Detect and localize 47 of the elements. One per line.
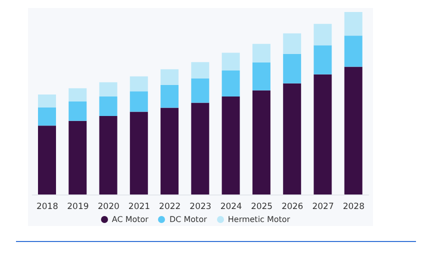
- bar: [99, 82, 118, 97]
- bar: [314, 74, 332, 195]
- bar: [130, 76, 148, 92]
- x-tick-label: 2018: [36, 202, 58, 212]
- legend-label: DC Motor: [169, 215, 207, 224]
- bar: [283, 54, 302, 84]
- bar: [252, 62, 270, 90]
- bar: [68, 101, 87, 121]
- x-tick-label: 2022: [159, 202, 181, 212]
- bar: [38, 126, 56, 195]
- x-tick-label: 2021: [128, 202, 150, 212]
- x-tick-label: 2027: [312, 202, 334, 212]
- bar: [99, 116, 118, 195]
- bar: [191, 78, 210, 103]
- bar: [38, 107, 56, 126]
- bar: [222, 96, 240, 195]
- bar: [344, 36, 362, 67]
- bar: [68, 88, 87, 102]
- x-tick-label: 2025: [250, 202, 273, 212]
- bar: [160, 108, 179, 195]
- bar: [160, 84, 179, 108]
- bar: [314, 45, 332, 74]
- bar: [252, 44, 270, 63]
- legend-label: Hermetic Motor: [228, 215, 290, 224]
- bar: [38, 94, 56, 108]
- bar: [314, 24, 332, 46]
- bar: [99, 96, 118, 116]
- x-tick-label: 2020: [98, 202, 120, 212]
- x-tick-label: 2026: [282, 202, 304, 212]
- x-tick-label: 2023: [190, 202, 212, 212]
- x-tick-label: 2028: [342, 202, 364, 212]
- bar: [68, 120, 87, 195]
- bar: [130, 112, 148, 195]
- x-tick-label: 2024: [220, 202, 242, 212]
- bar: [222, 70, 240, 97]
- bar: [344, 12, 362, 36]
- bar: [191, 62, 210, 78]
- bar: [252, 90, 270, 195]
- bar: [160, 69, 179, 85]
- bar: [283, 33, 302, 54]
- legend-label: AC Motor: [112, 215, 148, 224]
- bar: [191, 102, 210, 195]
- bar: [130, 91, 148, 112]
- bar: [222, 52, 240, 71]
- x-tick-label: 2019: [67, 202, 89, 212]
- bar: [283, 83, 302, 195]
- bar: [344, 66, 362, 195]
